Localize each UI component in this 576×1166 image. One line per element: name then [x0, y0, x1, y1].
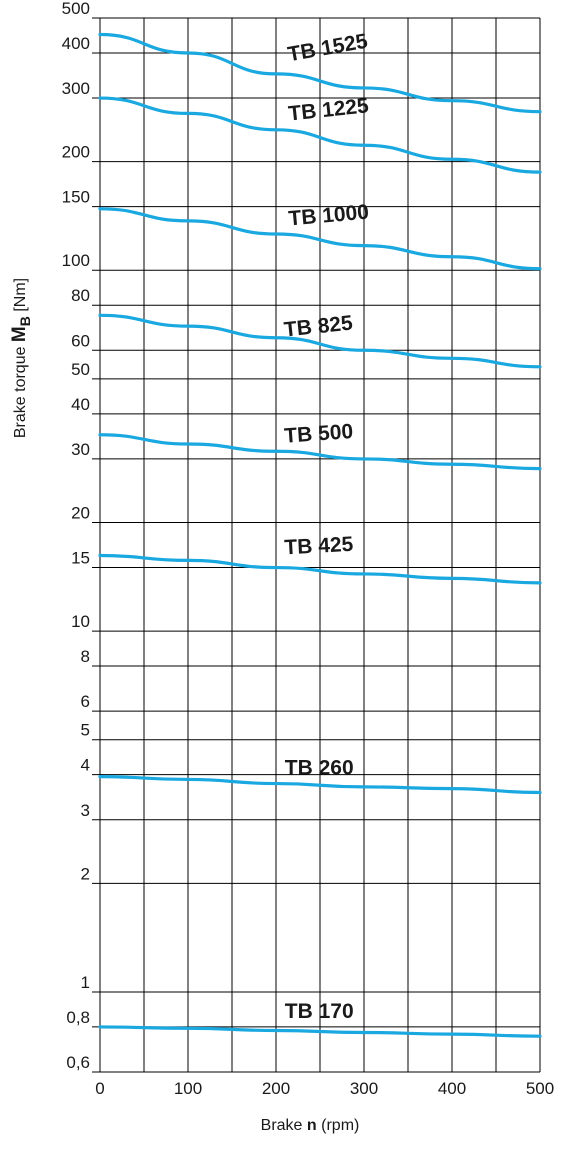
y-axis-title-prefix: Brake torque: [12, 342, 29, 438]
series-label: TB 170: [285, 1000, 354, 1023]
series-lines: [98, 32, 542, 1038]
x-axis-title: Brake n (rpm): [261, 1117, 360, 1134]
x-tick-label: 100: [174, 1079, 202, 1098]
series-label: TB 1525: [286, 30, 370, 67]
series-label: TB 500: [284, 420, 354, 448]
x-tick-labels: 0 100 200 300 400 500: [95, 1079, 554, 1098]
y-tick-label: 1: [81, 973, 90, 992]
y-tick-label: 40: [71, 395, 90, 414]
y-tick-label: 10: [71, 612, 90, 631]
grid: [92, 17, 541, 1073]
x-tick-label: 500: [526, 1079, 554, 1098]
x-axis-title-unit: (rpm): [317, 1117, 360, 1134]
series-line: [98, 313, 542, 369]
y-tick-label: 5: [81, 721, 90, 740]
x-tick-label: 0: [95, 1079, 104, 1098]
y-tick-label: 50: [71, 360, 90, 379]
y-tick-label: 4: [81, 756, 90, 775]
series-line: [98, 207, 542, 271]
series-line: [98, 433, 542, 471]
series-label: TB 1225: [287, 94, 370, 125]
y-tick-label: 100: [62, 251, 90, 270]
y-tick-label: 0,8: [66, 1008, 90, 1027]
y-axis-title-unit: [Nm]: [12, 278, 29, 316]
y-axis-title: Brake torque MB [Nm]: [9, 278, 33, 438]
y-axis-title-symbol: M: [9, 326, 30, 342]
y-tick-labels: 0,6 0,8 1 2 3 4 5 6 8 10 15 20 30 40 50 60 80 100 150 200 30…: [62, 0, 90, 1072]
series-line: [98, 553, 542, 585]
x-axis-title-prefix: Brake: [261, 1117, 307, 1134]
x-axis-title-symbol: n: [307, 1117, 317, 1134]
x-tick-label: 400: [438, 1079, 466, 1098]
x-tick-label: 300: [350, 1079, 378, 1098]
series-label: TB 260: [285, 757, 354, 780]
y-tick-label: 3: [81, 801, 90, 820]
series-line: [98, 775, 542, 795]
x-tick-label: 200: [262, 1079, 290, 1098]
series-line: [98, 32, 542, 114]
series-labels: TB 1525 TB 1225 TB 1000 TB 825 TB 500 TB 425 T…: [283, 30, 370, 1023]
series-label: TB 1000: [288, 201, 370, 231]
y-tick-label: 8: [81, 647, 90, 666]
y-tick-label: 6: [81, 692, 90, 711]
y-tick-label: 20: [71, 503, 90, 522]
series-line: [98, 96, 542, 174]
y-tick-label: 300: [62, 79, 90, 98]
y-tick-label: 60: [71, 331, 90, 350]
y-tick-label: 80: [71, 286, 90, 305]
y-tick-label: 0,6: [66, 1053, 90, 1072]
y-tick-label: 200: [62, 143, 90, 162]
series-label: TB 425: [284, 533, 354, 560]
y-axis-title-subscript: B: [17, 316, 33, 326]
series-label: TB 825: [283, 312, 354, 342]
y-tick-label: 500: [62, 0, 90, 18]
y-tick-label: 15: [71, 549, 90, 568]
y-tick-label: 2: [81, 864, 90, 883]
y-tick-label: 150: [62, 188, 90, 207]
series-line: [98, 1025, 542, 1038]
y-tick-label: 400: [62, 34, 90, 53]
y-tick-label: 30: [71, 440, 90, 459]
